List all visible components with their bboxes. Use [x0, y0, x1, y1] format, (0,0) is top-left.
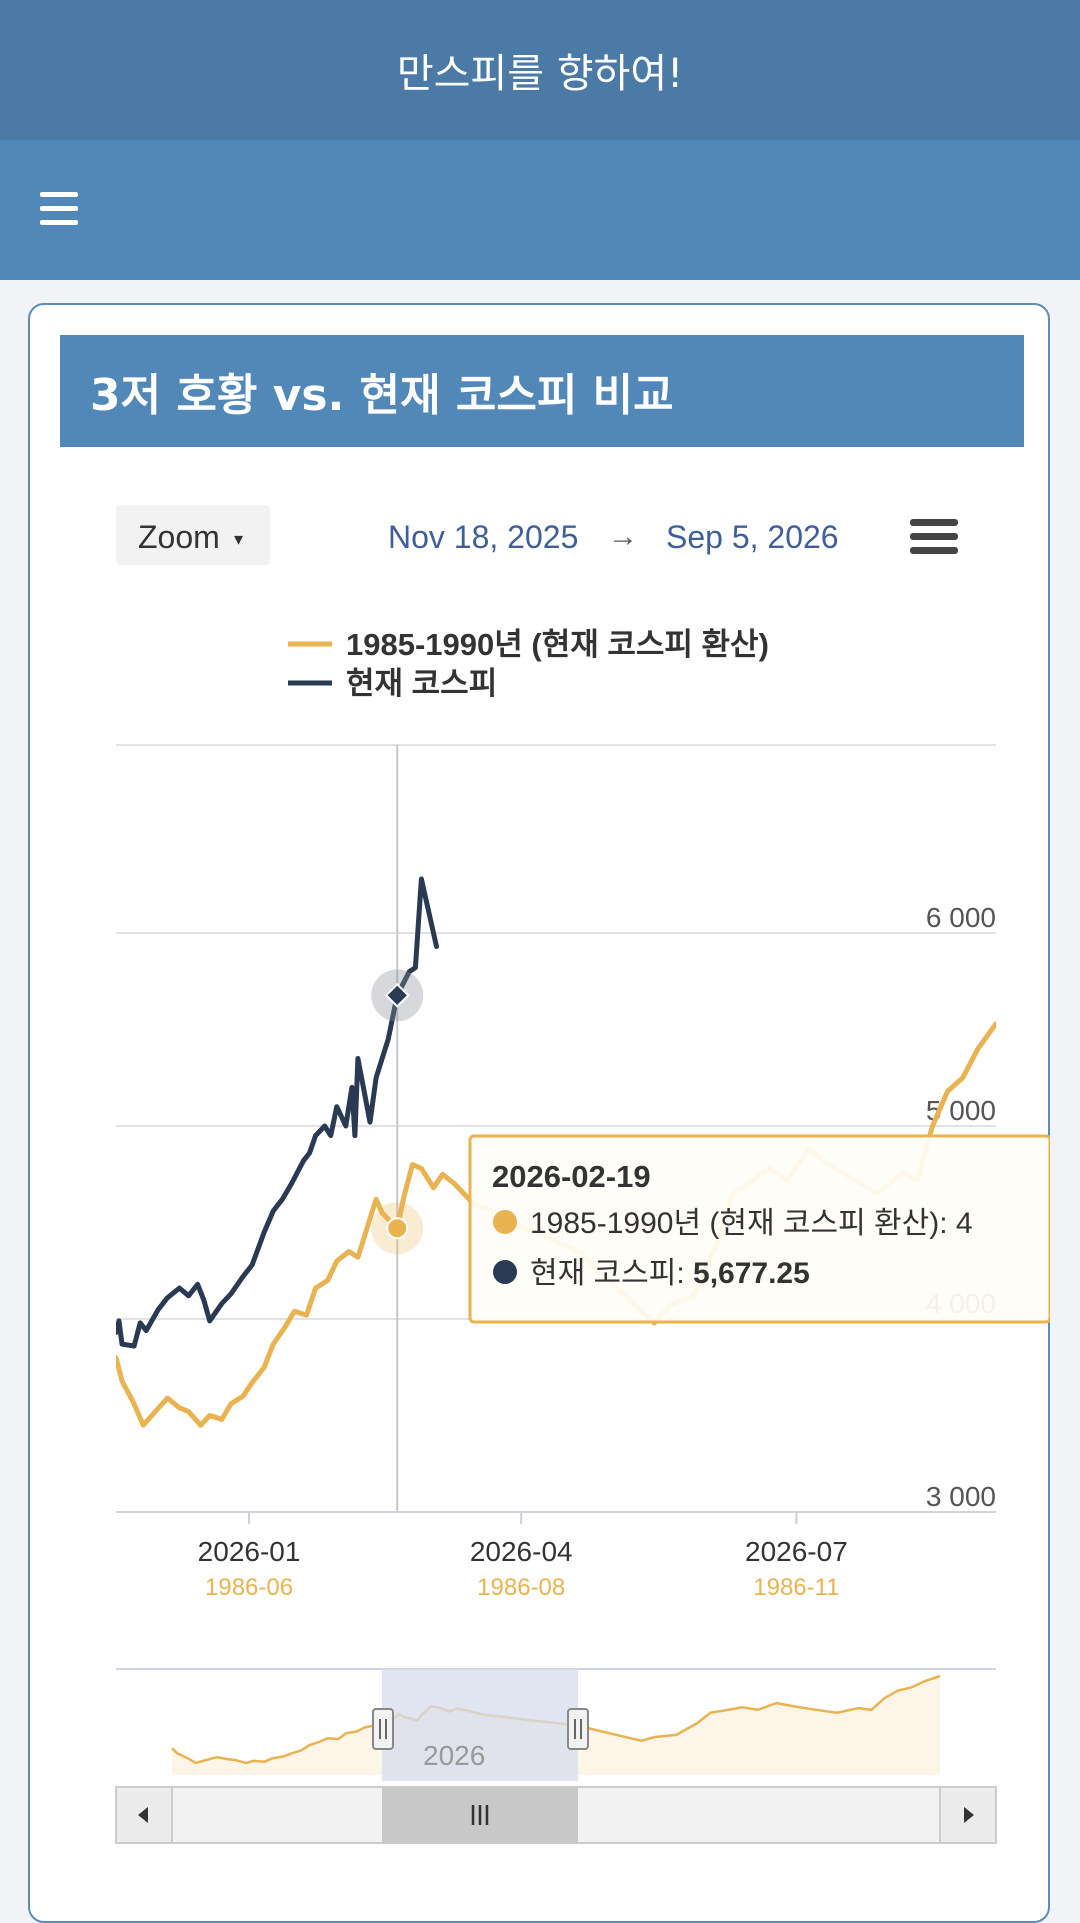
arrow-right-icon [964, 1807, 974, 1823]
zoom-label: Zoom [138, 519, 220, 555]
scroll-left-button[interactable] [115, 1786, 173, 1844]
zoom-button[interactable]: Zoom ▾ [116, 505, 270, 565]
scrollbar-grip-icon [471, 1805, 489, 1825]
app-title: 만스피를 향하여! [396, 51, 684, 97]
menu-icon[interactable] [40, 192, 78, 226]
tooltip-marker-2 [493, 1260, 517, 1284]
x-tick-sublabel: 1986-06 [205, 1574, 293, 1601]
y-tick-label: 6 000 [926, 902, 996, 933]
legend-item-1[interactable]: 1985-1990년 (현재 코스피 환산) [288, 627, 769, 662]
x-tick-sublabel: 1986-08 [477, 1574, 565, 1601]
tooltip-marker-1 [493, 1210, 517, 1234]
legend-label-2: 현재 코스피 [346, 666, 497, 701]
chart-card: 3저 호황 vs. 현재 코스피 비교 Zoom ▾ Nov 18, 2025 … [28, 303, 1050, 1923]
navigator-year-label: 2026 [423, 1740, 485, 1771]
x-tick-label: 2026-04 [470, 1536, 573, 1567]
y-tick-label: 3 000 [926, 1481, 996, 1512]
x-tick-label: 2026-07 [745, 1536, 848, 1567]
chevron-down-icon: ▾ [234, 529, 243, 549]
legend: 1985-1990년 (현재 코스피 환산) 현재 코스피 [288, 627, 769, 701]
x-tick-sublabel: 1986-11 [753, 1574, 839, 1601]
legend-item-2[interactable]: 현재 코스피 [288, 666, 497, 701]
arrow-right-icon: → [608, 520, 638, 553]
scroll-right-button[interactable] [939, 1786, 997, 1844]
series-line-2 [116, 876, 439, 1349]
navigator-left-handle[interactable] [372, 1708, 394, 1750]
legend-label-1: 1985-1990년 (현재 코스피 환산) [346, 627, 769, 662]
nav-bar [0, 140, 1080, 280]
range-start-date[interactable]: Nov 18, 2025 [388, 519, 578, 555]
tooltip-series-1: 1985-1990년 (현재 코스피 환산): 4 [530, 1207, 973, 1240]
navigator-right-handle[interactable] [567, 1708, 589, 1750]
tooltip-date: 2026-02-19 [492, 1159, 651, 1194]
navigator: 2026 [115, 1669, 997, 1844]
app-header: 만스피를 향하여! [0, 0, 1080, 140]
hover-point-1 [386, 1217, 409, 1240]
tooltip: 2026-02-19 1985-1990년 (현재 코스피 환산): 4 현재 … [468, 1134, 1050, 1324]
arrow-left-icon [138, 1807, 148, 1823]
chart-menu-icon[interactable] [910, 519, 958, 554]
section-title-text: 3저 호황 vs. 현재 코스피 비교 [90, 370, 674, 421]
range-end-date[interactable]: Sep 5, 2026 [666, 519, 839, 555]
x-tick-label: 2026-01 [198, 1536, 301, 1567]
hover-point-2 [384, 982, 410, 1008]
navigator-selection[interactable] [382, 1669, 578, 1781]
section-title: 3저 호황 vs. 현재 코스피 비교 [60, 335, 1024, 447]
tooltip-series-2: 현재 코스피: 5,677.25 [530, 1257, 810, 1290]
stock-chart[interactable]: Zoom ▾ Nov 18, 2025 → Sep 5, 2026 1985-1… [30, 305, 1050, 1885]
